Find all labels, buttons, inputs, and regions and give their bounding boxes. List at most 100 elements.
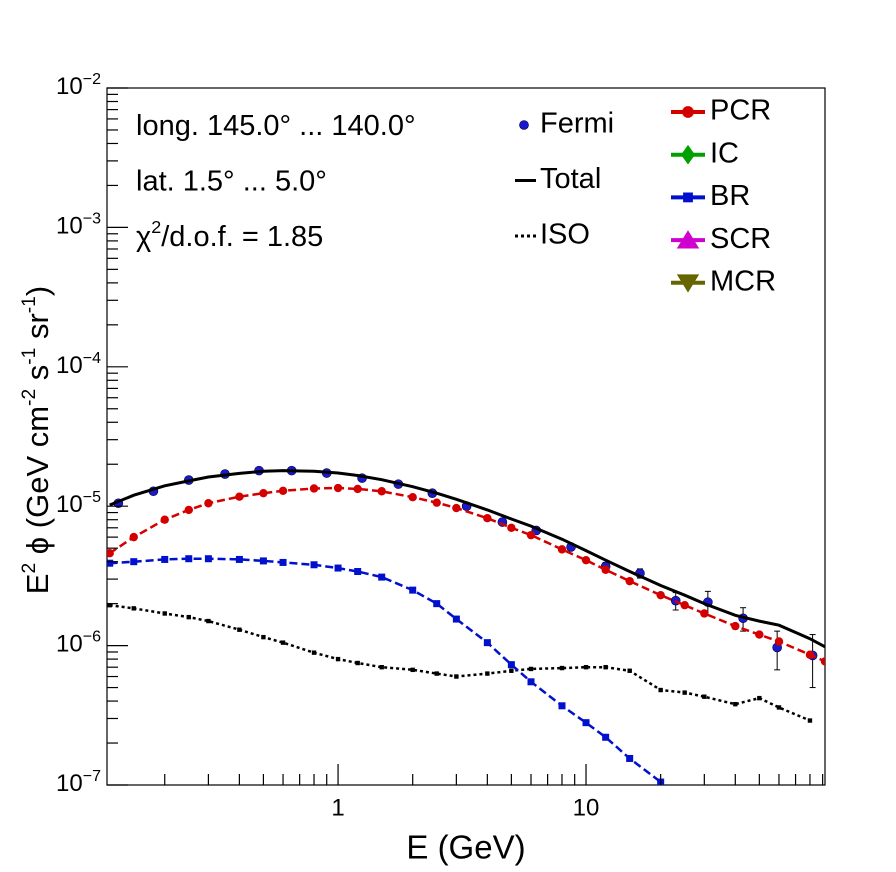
- legend-label: IC: [710, 137, 739, 169]
- point: [334, 564, 342, 572]
- text-part: χ: [136, 221, 151, 253]
- point: [353, 484, 362, 494]
- point: [774, 637, 784, 646]
- text-part: ϕ (GeV cm: [20, 406, 55, 563]
- superscript: -1: [19, 296, 40, 313]
- point: [625, 576, 634, 586]
- point: [558, 702, 566, 710]
- point: [379, 664, 384, 670]
- point: [107, 549, 114, 558]
- point: [184, 505, 193, 515]
- point: [206, 618, 211, 624]
- legend-marker: [682, 106, 694, 118]
- point: [409, 586, 417, 594]
- point: [557, 545, 567, 554]
- point: [452, 503, 461, 513]
- legend-label: SCR: [710, 223, 771, 255]
- point: [235, 492, 244, 501]
- point: [526, 530, 536, 540]
- point: [433, 600, 441, 608]
- legend-label: Fermi: [540, 108, 614, 140]
- point: [757, 695, 762, 701]
- point: [755, 630, 764, 639]
- point: [131, 606, 136, 611]
- point: [259, 557, 267, 565]
- point: [309, 484, 319, 493]
- annotation: lat. 1.5° ... 5.0°: [136, 165, 327, 197]
- point: [700, 609, 709, 618]
- y-tick-label: 10−6: [56, 628, 101, 658]
- y-tick-label: 10−7: [56, 768, 101, 798]
- legend-marker: [683, 192, 693, 203]
- point: [130, 558, 138, 566]
- point: [261, 634, 266, 640]
- legend-label: MCR: [710, 265, 776, 297]
- point: [680, 600, 689, 610]
- point: [776, 705, 782, 710]
- legend-marker: [681, 144, 695, 165]
- point: [733, 701, 738, 707]
- point: [509, 668, 514, 673]
- point: [185, 555, 193, 563]
- point: [603, 664, 608, 670]
- point: [559, 665, 565, 671]
- point: [485, 671, 490, 676]
- y-tick-label: 10−5: [56, 489, 101, 519]
- point: [434, 671, 439, 676]
- point: [129, 532, 138, 542]
- point: [355, 660, 360, 666]
- point: [601, 565, 610, 574]
- series-line: [109, 557, 662, 783]
- point: [310, 561, 318, 569]
- legend-label: BR: [710, 180, 750, 212]
- superscript: 2: [151, 217, 161, 237]
- text-part: sr: [20, 313, 55, 347]
- annotation: χ2/d.o.f. = 1.85: [136, 217, 323, 253]
- legend-marker: [676, 230, 700, 249]
- point: [656, 590, 665, 600]
- point: [279, 558, 287, 566]
- text-part: /d.o.f. = 1.85: [161, 221, 323, 253]
- superscript: -2: [19, 389, 40, 406]
- point: [107, 602, 112, 608]
- point: [527, 678, 535, 686]
- point: [162, 611, 167, 616]
- point: [378, 573, 386, 581]
- point: [335, 656, 341, 662]
- legend-marker: [676, 274, 700, 293]
- point: [582, 719, 590, 727]
- y-tick-label: 10−4: [56, 350, 101, 380]
- point: [807, 718, 813, 723]
- point: [528, 666, 534, 672]
- text-part: E: [20, 574, 55, 595]
- point: [186, 614, 191, 620]
- point: [702, 694, 707, 699]
- point: [583, 664, 589, 670]
- point: [410, 667, 415, 673]
- y-tick-label: 10−3: [56, 210, 101, 240]
- x-tick-label: 10: [573, 794, 600, 821]
- point: [107, 559, 114, 567]
- x-axis-label: E (GeV): [406, 829, 525, 866]
- point: [682, 690, 687, 695]
- point: [204, 499, 213, 508]
- legend-label: PCR: [710, 95, 771, 127]
- superscript: -1: [19, 348, 40, 365]
- point: [311, 650, 317, 655]
- series-line: [109, 486, 825, 663]
- point: [278, 486, 288, 495]
- point: [377, 487, 386, 496]
- point: [602, 733, 610, 741]
- plot-area: [107, 465, 825, 785]
- point: [237, 627, 242, 632]
- legend-label: ISO: [540, 219, 590, 251]
- x-tick-label: 1: [331, 794, 344, 821]
- annotation: long. 145.0° ... 140.0°: [136, 110, 416, 142]
- point: [581, 555, 591, 565]
- point: [627, 668, 632, 673]
- point: [454, 674, 459, 679]
- point: [204, 555, 212, 563]
- point: [483, 514, 492, 523]
